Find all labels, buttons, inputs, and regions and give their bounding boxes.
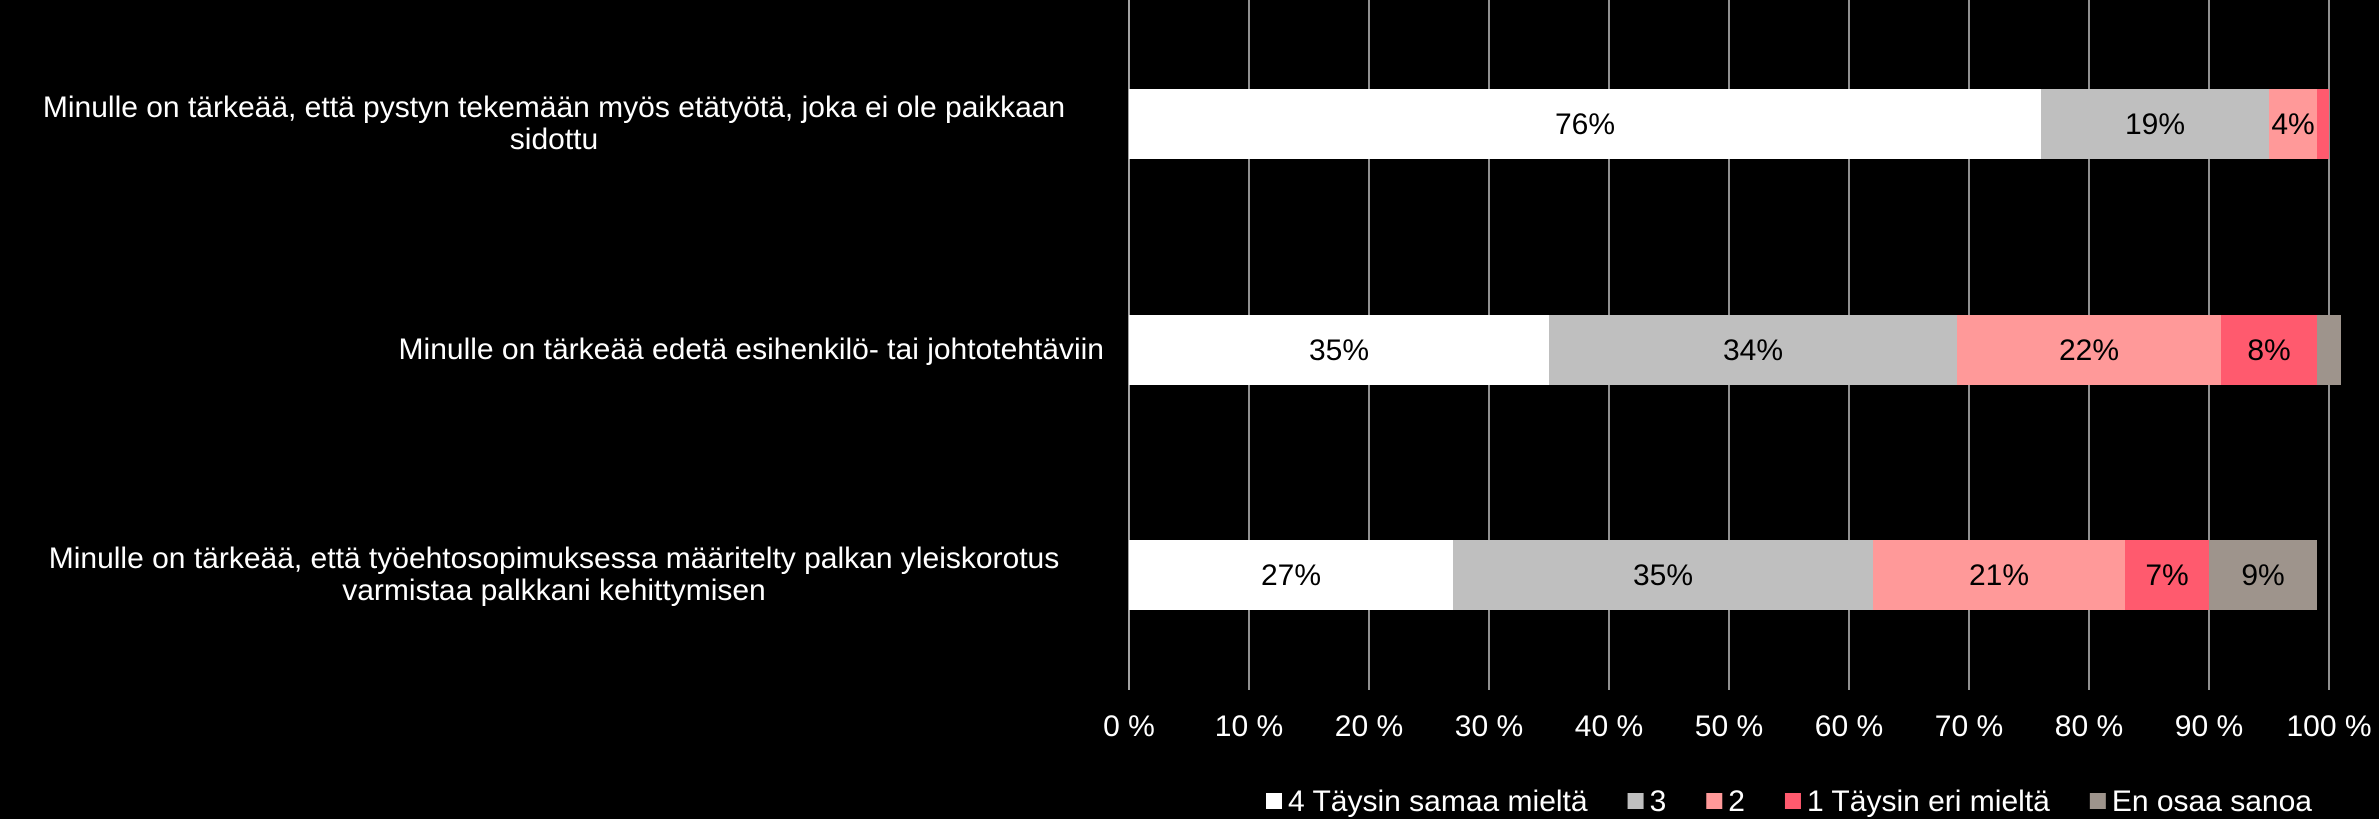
legend-swatch <box>1627 793 1644 809</box>
legend-label: En osaa sanoa <box>2112 785 2312 818</box>
bar-segment <box>2125 540 2209 610</box>
bar-segment <box>2269 89 2317 159</box>
legend-label: 1 Täysin eri mieltä <box>1807 785 2050 818</box>
bar-segment <box>1873 540 2125 610</box>
legend-swatch <box>2089 793 2106 809</box>
bar-segment <box>1129 540 1453 610</box>
bar-segment <box>1129 315 1549 385</box>
legend-label: 4 Täysin samaa mieltä <box>1288 785 1588 818</box>
data-label: 4% <box>2271 108 2314 141</box>
data-label: 34% <box>1723 334 1783 367</box>
bar-segment <box>2221 315 2317 385</box>
x-tick-label: 50 % <box>1695 710 1763 743</box>
data-label: 7% <box>2145 559 2188 592</box>
x-tick-label: 80 % <box>2055 710 2123 743</box>
bar-segment <box>2209 540 2317 610</box>
bar-segment <box>2317 89 2329 159</box>
x-tick-label: 10 % <box>1215 710 1283 743</box>
data-label: 21% <box>1969 559 2029 592</box>
data-label: 8% <box>2247 334 2290 367</box>
x-tick-label: 20 % <box>1335 710 1403 743</box>
category-label: Minulle on tärkeää, että pystyn tekemään… <box>0 92 1104 156</box>
x-tick-label: 70 % <box>1935 710 2003 743</box>
bar-segment <box>1957 315 2221 385</box>
bar-segment <box>1549 315 1957 385</box>
category-label: Minulle on tärkeää edetä esihenkilö- tai… <box>0 334 1104 366</box>
x-tick-label: 100 % <box>2286 710 2371 743</box>
bar-segment <box>1129 89 2041 159</box>
x-tick-label: 30 % <box>1455 710 1523 743</box>
x-tick-label: 60 % <box>1815 710 1883 743</box>
data-label: 9% <box>2241 559 2284 592</box>
x-tick-label: 40 % <box>1575 710 1643 743</box>
bar-segment <box>1453 540 1873 610</box>
data-label: 35% <box>1633 559 1693 592</box>
data-label: 27% <box>1261 559 1321 592</box>
bar-segment <box>2041 89 2269 159</box>
category-text: Minulle on tärkeää, että pystyn tekemään… <box>42 91 1066 156</box>
category-label: Minulle on tärkeää, että työehtosopimuks… <box>0 543 1104 607</box>
legend-swatch <box>1784 793 1801 809</box>
x-tick-label: 90 % <box>2175 710 2243 743</box>
data-label: 19% <box>2125 108 2185 141</box>
bar-segment <box>2317 315 2341 385</box>
legend-swatch <box>1266 793 1283 809</box>
legend-label: 3 <box>1650 785 1667 818</box>
data-label: 22% <box>2059 334 2119 367</box>
x-tick-label: 0 % <box>1103 710 1155 743</box>
legend-swatch <box>1706 793 1723 809</box>
data-label: 35% <box>1309 334 1369 367</box>
category-text: Minulle on tärkeää edetä esihenkilö- tai… <box>398 333 1104 366</box>
data-label: 76% <box>1555 108 1615 141</box>
category-text: Minulle on tärkeää, että työehtosopimuks… <box>48 542 1060 607</box>
legend-label: 2 <box>1728 785 1745 818</box>
